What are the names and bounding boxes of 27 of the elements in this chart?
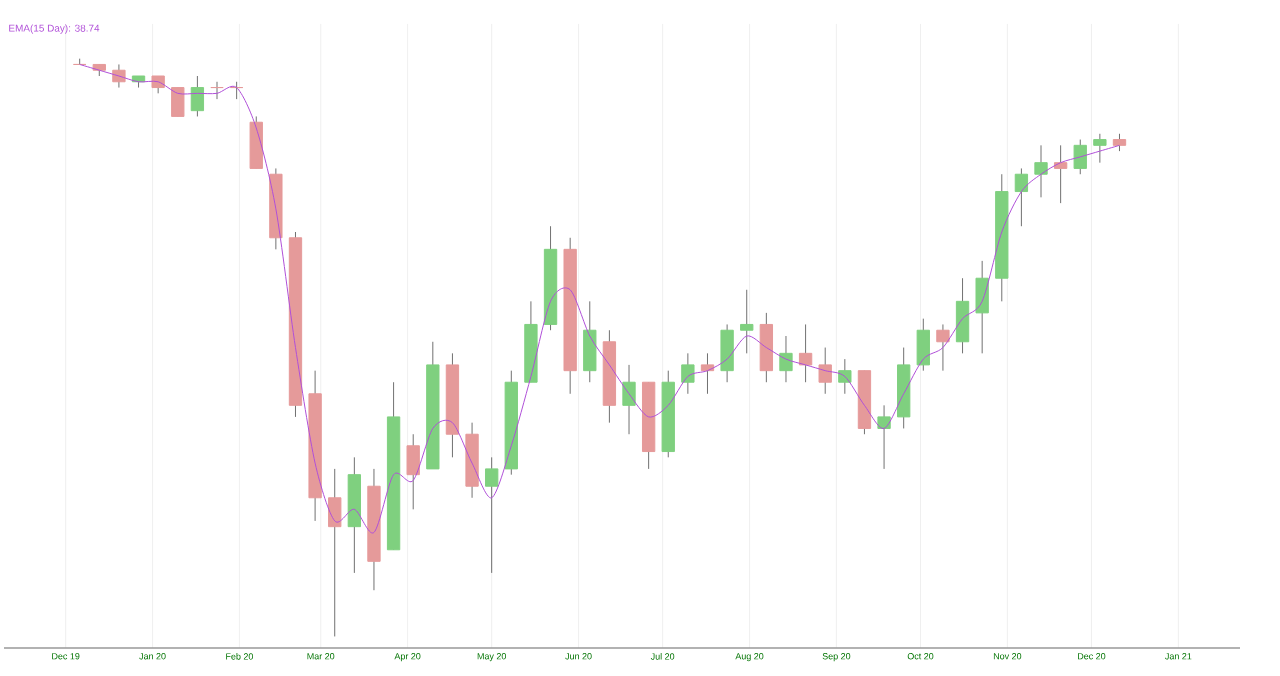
- candlestick: [406, 433, 420, 510]
- candlestick: [700, 352, 715, 395]
- candlestick: [720, 324, 734, 383]
- candlestick: [210, 81, 224, 100]
- candlestick: [171, 87, 185, 117]
- candlestick: [936, 324, 950, 372]
- candlestick: [328, 468, 342, 637]
- candlestick: [1014, 168, 1029, 227]
- candlestick: [1093, 133, 1107, 164]
- candlestick: [818, 347, 832, 395]
- candlestick: [740, 289, 754, 354]
- candlestick: [955, 277, 970, 354]
- candlestick: [1053, 144, 1068, 204]
- candlestick: [798, 324, 813, 383]
- candlestick: [73, 58, 87, 65]
- candlestick: [622, 364, 636, 435]
- candlestick: [1034, 144, 1048, 198]
- candlestick: [975, 260, 989, 354]
- candlestick: [681, 352, 695, 395]
- candlestick: [759, 312, 774, 383]
- candlestick: [779, 335, 793, 383]
- candlestick: [229, 81, 244, 100]
- candlestick: [916, 318, 930, 372]
- candlestick: [1073, 139, 1087, 175]
- candlestick: [190, 75, 205, 117]
- candlestick: [485, 456, 499, 574]
- candlestick: [583, 300, 597, 383]
